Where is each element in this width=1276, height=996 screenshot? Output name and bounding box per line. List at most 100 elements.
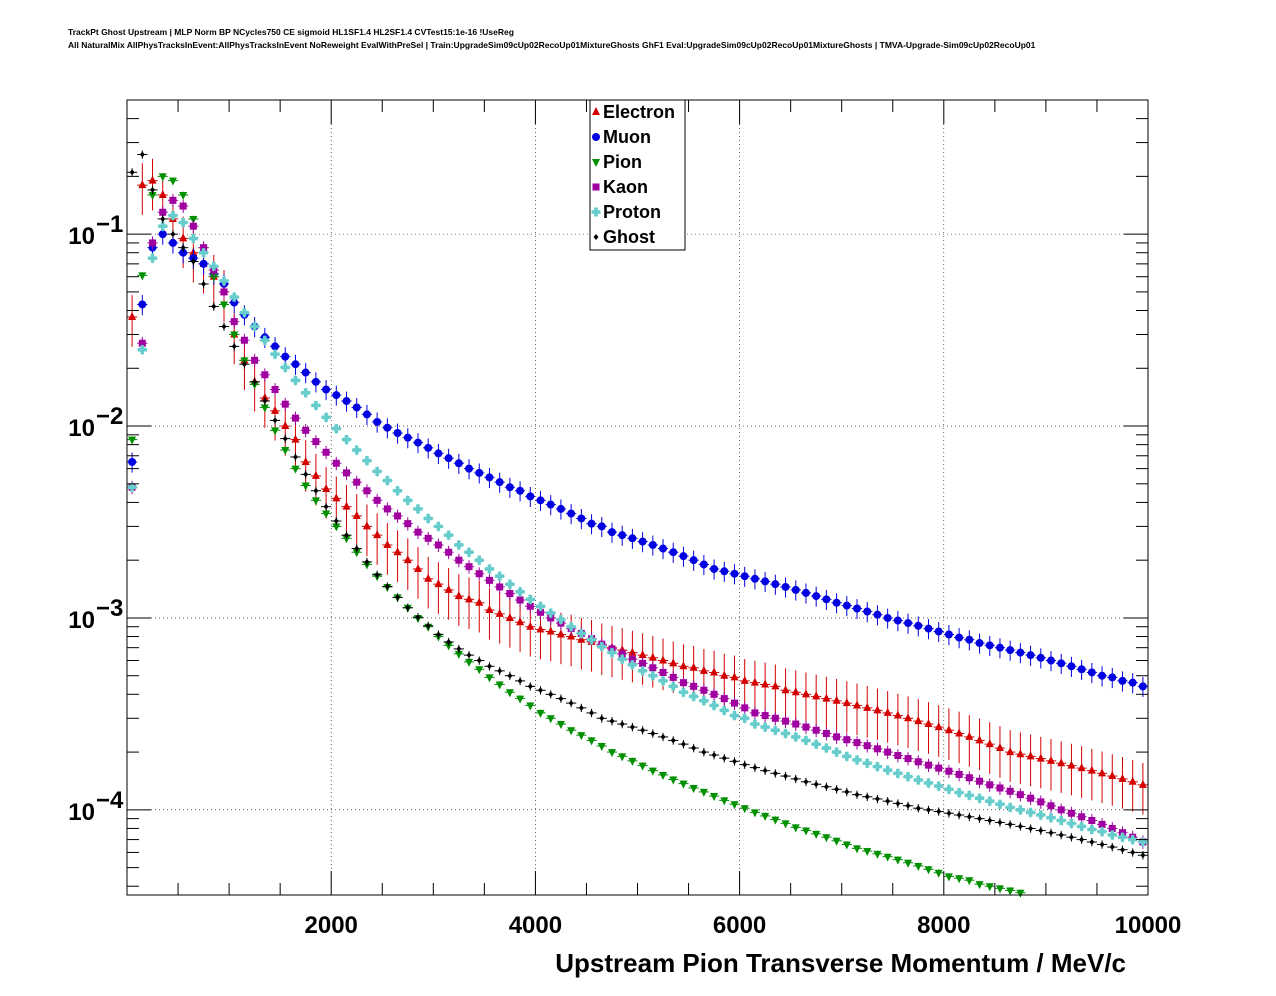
marker — [138, 300, 147, 309]
marker — [311, 400, 321, 410]
data-point — [954, 711, 965, 764]
data-point — [596, 516, 607, 538]
data-point — [1107, 830, 1118, 841]
data-point — [402, 495, 413, 506]
data-point — [463, 651, 475, 660]
marker — [538, 687, 544, 694]
marker — [864, 793, 870, 800]
data-point — [269, 349, 281, 360]
marker — [873, 745, 881, 753]
marker — [883, 613, 892, 622]
marker — [465, 464, 474, 473]
marker — [507, 672, 513, 679]
data-point — [392, 485, 403, 496]
marker — [444, 642, 453, 651]
marker — [1067, 809, 1075, 817]
data-point — [851, 755, 863, 766]
marker — [393, 486, 403, 496]
marker — [342, 501, 351, 510]
series-muon — [127, 224, 1148, 698]
marker — [1138, 837, 1148, 847]
marker — [168, 238, 177, 247]
marker — [731, 758, 737, 765]
marker — [1098, 820, 1106, 828]
marker — [711, 752, 717, 759]
data-point — [943, 784, 955, 795]
data-point — [1137, 676, 1148, 698]
data-point — [790, 580, 801, 601]
marker — [730, 801, 739, 810]
data-point — [923, 805, 934, 815]
marker — [158, 221, 168, 231]
marker — [251, 356, 259, 364]
data-point — [770, 574, 781, 595]
marker — [1037, 798, 1045, 806]
data-point — [821, 589, 832, 611]
data-point — [504, 671, 515, 680]
marker — [1089, 838, 1095, 845]
marker — [1077, 821, 1087, 831]
data-point — [770, 816, 781, 825]
marker — [332, 493, 341, 502]
marker — [1088, 817, 1096, 825]
marker — [1109, 844, 1115, 851]
data-point — [382, 502, 393, 516]
marker — [934, 722, 943, 731]
marker — [832, 747, 842, 757]
marker — [599, 715, 605, 722]
marker — [710, 793, 719, 802]
data-point — [280, 446, 291, 456]
data-point — [617, 753, 628, 762]
marker — [281, 352, 290, 361]
data-point — [463, 547, 475, 558]
marker — [609, 718, 615, 725]
data-point — [127, 295, 138, 347]
marker — [322, 448, 330, 456]
data-point — [412, 547, 424, 599]
data-point — [984, 778, 995, 792]
marker — [617, 654, 627, 664]
data-point — [566, 504, 577, 525]
marker — [464, 547, 474, 557]
marker — [497, 667, 503, 674]
marker — [250, 322, 260, 332]
data-point — [290, 465, 301, 474]
marker — [618, 650, 626, 658]
marker — [425, 622, 431, 629]
data-point — [514, 600, 526, 652]
data-point — [576, 628, 587, 639]
data-point — [137, 344, 148, 355]
data-point — [382, 582, 393, 591]
marker — [1056, 816, 1066, 826]
data-point — [892, 693, 903, 746]
marker — [934, 627, 943, 636]
marker — [730, 699, 738, 707]
marker — [485, 674, 494, 683]
data-point — [147, 253, 158, 264]
marker — [975, 735, 984, 744]
data-point — [821, 727, 832, 741]
marker — [1128, 776, 1137, 785]
data-point — [617, 654, 628, 665]
data-point — [964, 715, 975, 767]
data-point — [760, 722, 771, 733]
marker — [658, 676, 668, 686]
marker — [158, 173, 167, 182]
marker — [576, 628, 586, 638]
marker — [1026, 651, 1035, 660]
data-point — [892, 799, 903, 808]
data-point — [494, 580, 505, 594]
data-point — [647, 535, 658, 556]
data-point — [974, 774, 985, 789]
marker — [301, 456, 310, 465]
data-point — [1066, 833, 1077, 842]
data-point — [300, 363, 311, 384]
marker — [373, 496, 381, 504]
data-point — [964, 790, 975, 801]
marker — [771, 816, 780, 825]
marker — [659, 668, 667, 676]
data-point — [1076, 821, 1087, 832]
y-tick-label: 10 −1 — [68, 211, 123, 250]
marker — [230, 298, 239, 307]
data-point — [147, 236, 158, 250]
